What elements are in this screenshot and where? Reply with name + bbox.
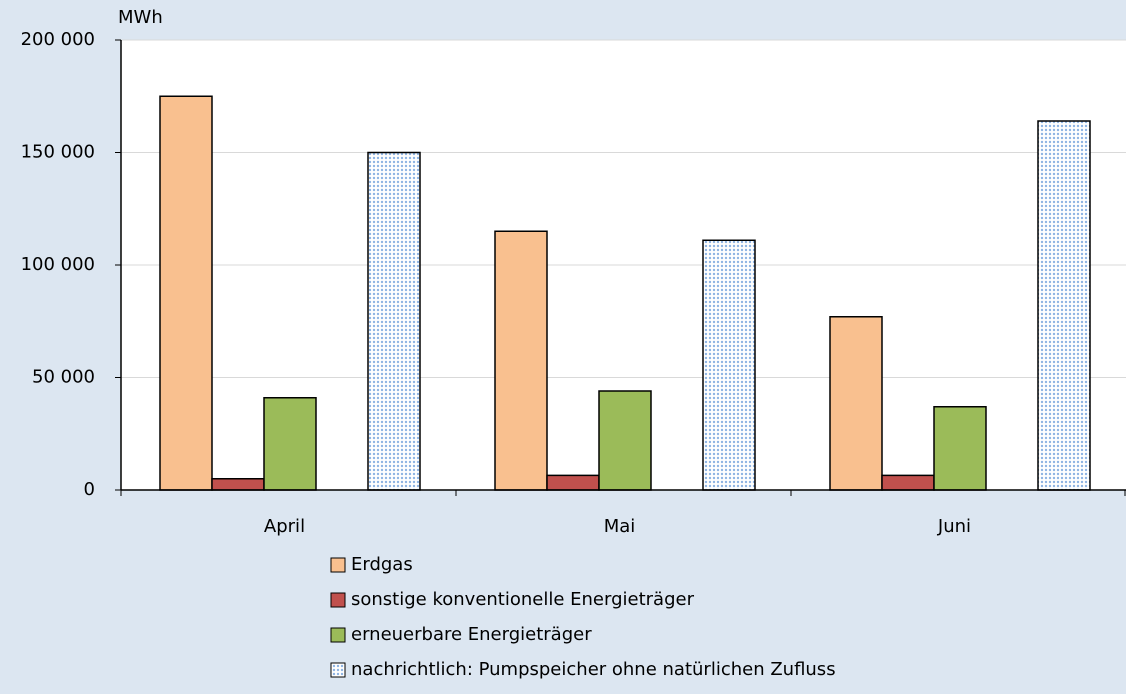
- legend-label: erneuerbare Energieträger: [351, 624, 592, 645]
- legend-label: Erdgas: [351, 554, 413, 575]
- bar: [829, 316, 883, 491]
- bar: [367, 151, 421, 491]
- bar: [263, 397, 317, 491]
- legend-swatch: [330, 662, 346, 678]
- legend-swatch: [330, 627, 346, 643]
- y-tick-label: 100 000: [21, 254, 95, 275]
- bar: [702, 239, 756, 491]
- bar: [933, 406, 987, 491]
- bar: [881, 474, 935, 491]
- bar: [546, 474, 600, 491]
- legend-swatch: [330, 557, 346, 573]
- legend-label: nachrichtlich: Pumpspeicher ohne natürli…: [351, 659, 836, 680]
- bar: [1037, 120, 1091, 491]
- bar: [159, 95, 213, 491]
- bar: [494, 230, 548, 491]
- bar: [211, 478, 265, 491]
- bar: [598, 390, 652, 491]
- y-tick-label: 150 000: [21, 142, 95, 163]
- y-tick-label: 0: [84, 479, 95, 500]
- legend-swatch: [330, 592, 346, 608]
- legend-label: sonstige konventionelle Energieträger: [351, 589, 695, 610]
- x-tick-label: Juni: [937, 516, 971, 537]
- x-tick-label: April: [264, 516, 305, 537]
- y-tick-label: 50 000: [32, 367, 95, 388]
- y-tick-label: 200 000: [21, 29, 95, 50]
- x-tick-label: Mai: [604, 516, 636, 537]
- y-unit: MWh: [118, 7, 163, 28]
